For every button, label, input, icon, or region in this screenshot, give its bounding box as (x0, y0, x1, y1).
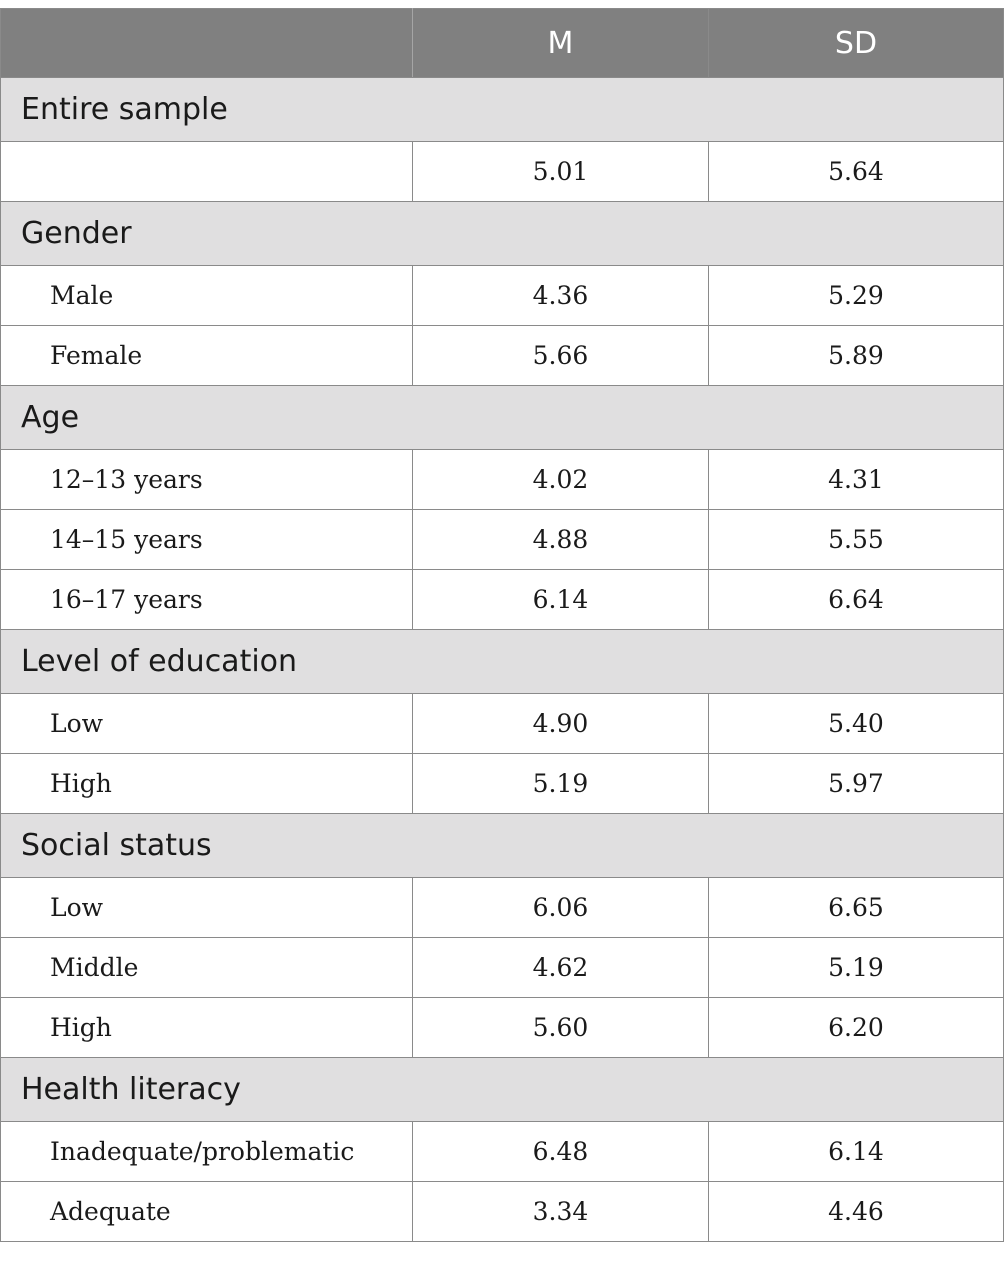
mean-value: 5.01 (412, 141, 709, 202)
table-body: Entire sample 5.01 5.64 Gender Male 4.36 5.29 F… (0, 77, 1004, 1242)
mean-value: 5.66 (412, 325, 709, 386)
sd-value: 5.97 (708, 753, 1004, 814)
mean-value: 4.02 (412, 449, 709, 510)
table-row: Middle 4.62 5.19 (0, 937, 1004, 998)
table-row: Low 6.06 6.65 (0, 877, 1004, 938)
group-title: Gender (0, 201, 1004, 266)
row-label: High (0, 997, 413, 1058)
table-row: 14–15 years 4.88 5.55 (0, 509, 1004, 570)
table-row: 5.01 5.64 (0, 141, 1004, 202)
header-mean: M (412, 8, 709, 78)
mean-value: 4.36 (412, 265, 709, 326)
stats-table: M SD Entire sample 5.01 5.64 Gender Male 4.36… (0, 8, 1004, 1242)
group-header-row: Age (0, 385, 1004, 450)
table-row: Low 4.90 5.40 (0, 693, 1004, 754)
group-header-row: Level of education (0, 629, 1004, 694)
mean-value: 4.62 (412, 937, 709, 998)
sd-value: 6.65 (708, 877, 1004, 938)
sd-value: 5.40 (708, 693, 1004, 754)
table-row: Inadequate/problematic 6.48 6.14 (0, 1121, 1004, 1182)
row-label: Inadequate/problematic (0, 1121, 413, 1182)
table-row: Male 4.36 5.29 (0, 265, 1004, 326)
header-sd: SD (708, 8, 1004, 78)
sd-value: 5.55 (708, 509, 1004, 570)
mean-value: 4.90 (412, 693, 709, 754)
sd-value: 6.14 (708, 1121, 1004, 1182)
row-label: Male (0, 265, 413, 326)
header-label-cell (0, 8, 413, 78)
group-title: Age (0, 385, 1004, 450)
row-label: Female (0, 325, 413, 386)
group-header-row: Health literacy (0, 1057, 1004, 1122)
row-label: 16–17 years (0, 569, 413, 630)
group-header-row: Social status (0, 813, 1004, 878)
table-row: High 5.60 6.20 (0, 997, 1004, 1058)
row-label: Low (0, 693, 413, 754)
table-row: Female 5.66 5.89 (0, 325, 1004, 386)
sd-value: 5.19 (708, 937, 1004, 998)
group-header-row: Gender (0, 201, 1004, 266)
mean-value: 6.06 (412, 877, 709, 938)
sd-value: 4.46 (708, 1181, 1004, 1242)
mean-value: 5.19 (412, 753, 709, 814)
sd-value: 5.89 (708, 325, 1004, 386)
group-title: Health literacy (0, 1057, 1004, 1122)
row-label: Adequate (0, 1181, 413, 1242)
table-header-row: M SD (0, 8, 1004, 78)
mean-value: 6.14 (412, 569, 709, 630)
sd-value: 5.64 (708, 141, 1004, 202)
mean-value: 6.48 (412, 1121, 709, 1182)
group-title: Social status (0, 813, 1004, 878)
row-label (0, 141, 413, 202)
table-row: 16–17 years 6.14 6.64 (0, 569, 1004, 630)
row-label: 14–15 years (0, 509, 413, 570)
table-row: 12–13 years 4.02 4.31 (0, 449, 1004, 510)
group-header-row: Entire sample (0, 77, 1004, 142)
sd-value: 5.29 (708, 265, 1004, 326)
table-row: High 5.19 5.97 (0, 753, 1004, 814)
mean-value: 5.60 (412, 997, 709, 1058)
group-title: Entire sample (0, 77, 1004, 142)
row-label: Low (0, 877, 413, 938)
row-label: Middle (0, 937, 413, 998)
table-row: Adequate 3.34 4.46 (0, 1181, 1004, 1242)
sd-value: 6.20 (708, 997, 1004, 1058)
row-label: 12–13 years (0, 449, 413, 510)
mean-value: 3.34 (412, 1181, 709, 1242)
group-title: Level of education (0, 629, 1004, 694)
mean-value: 4.88 (412, 509, 709, 570)
row-label: High (0, 753, 413, 814)
sd-value: 6.64 (708, 569, 1004, 630)
sd-value: 4.31 (708, 449, 1004, 510)
